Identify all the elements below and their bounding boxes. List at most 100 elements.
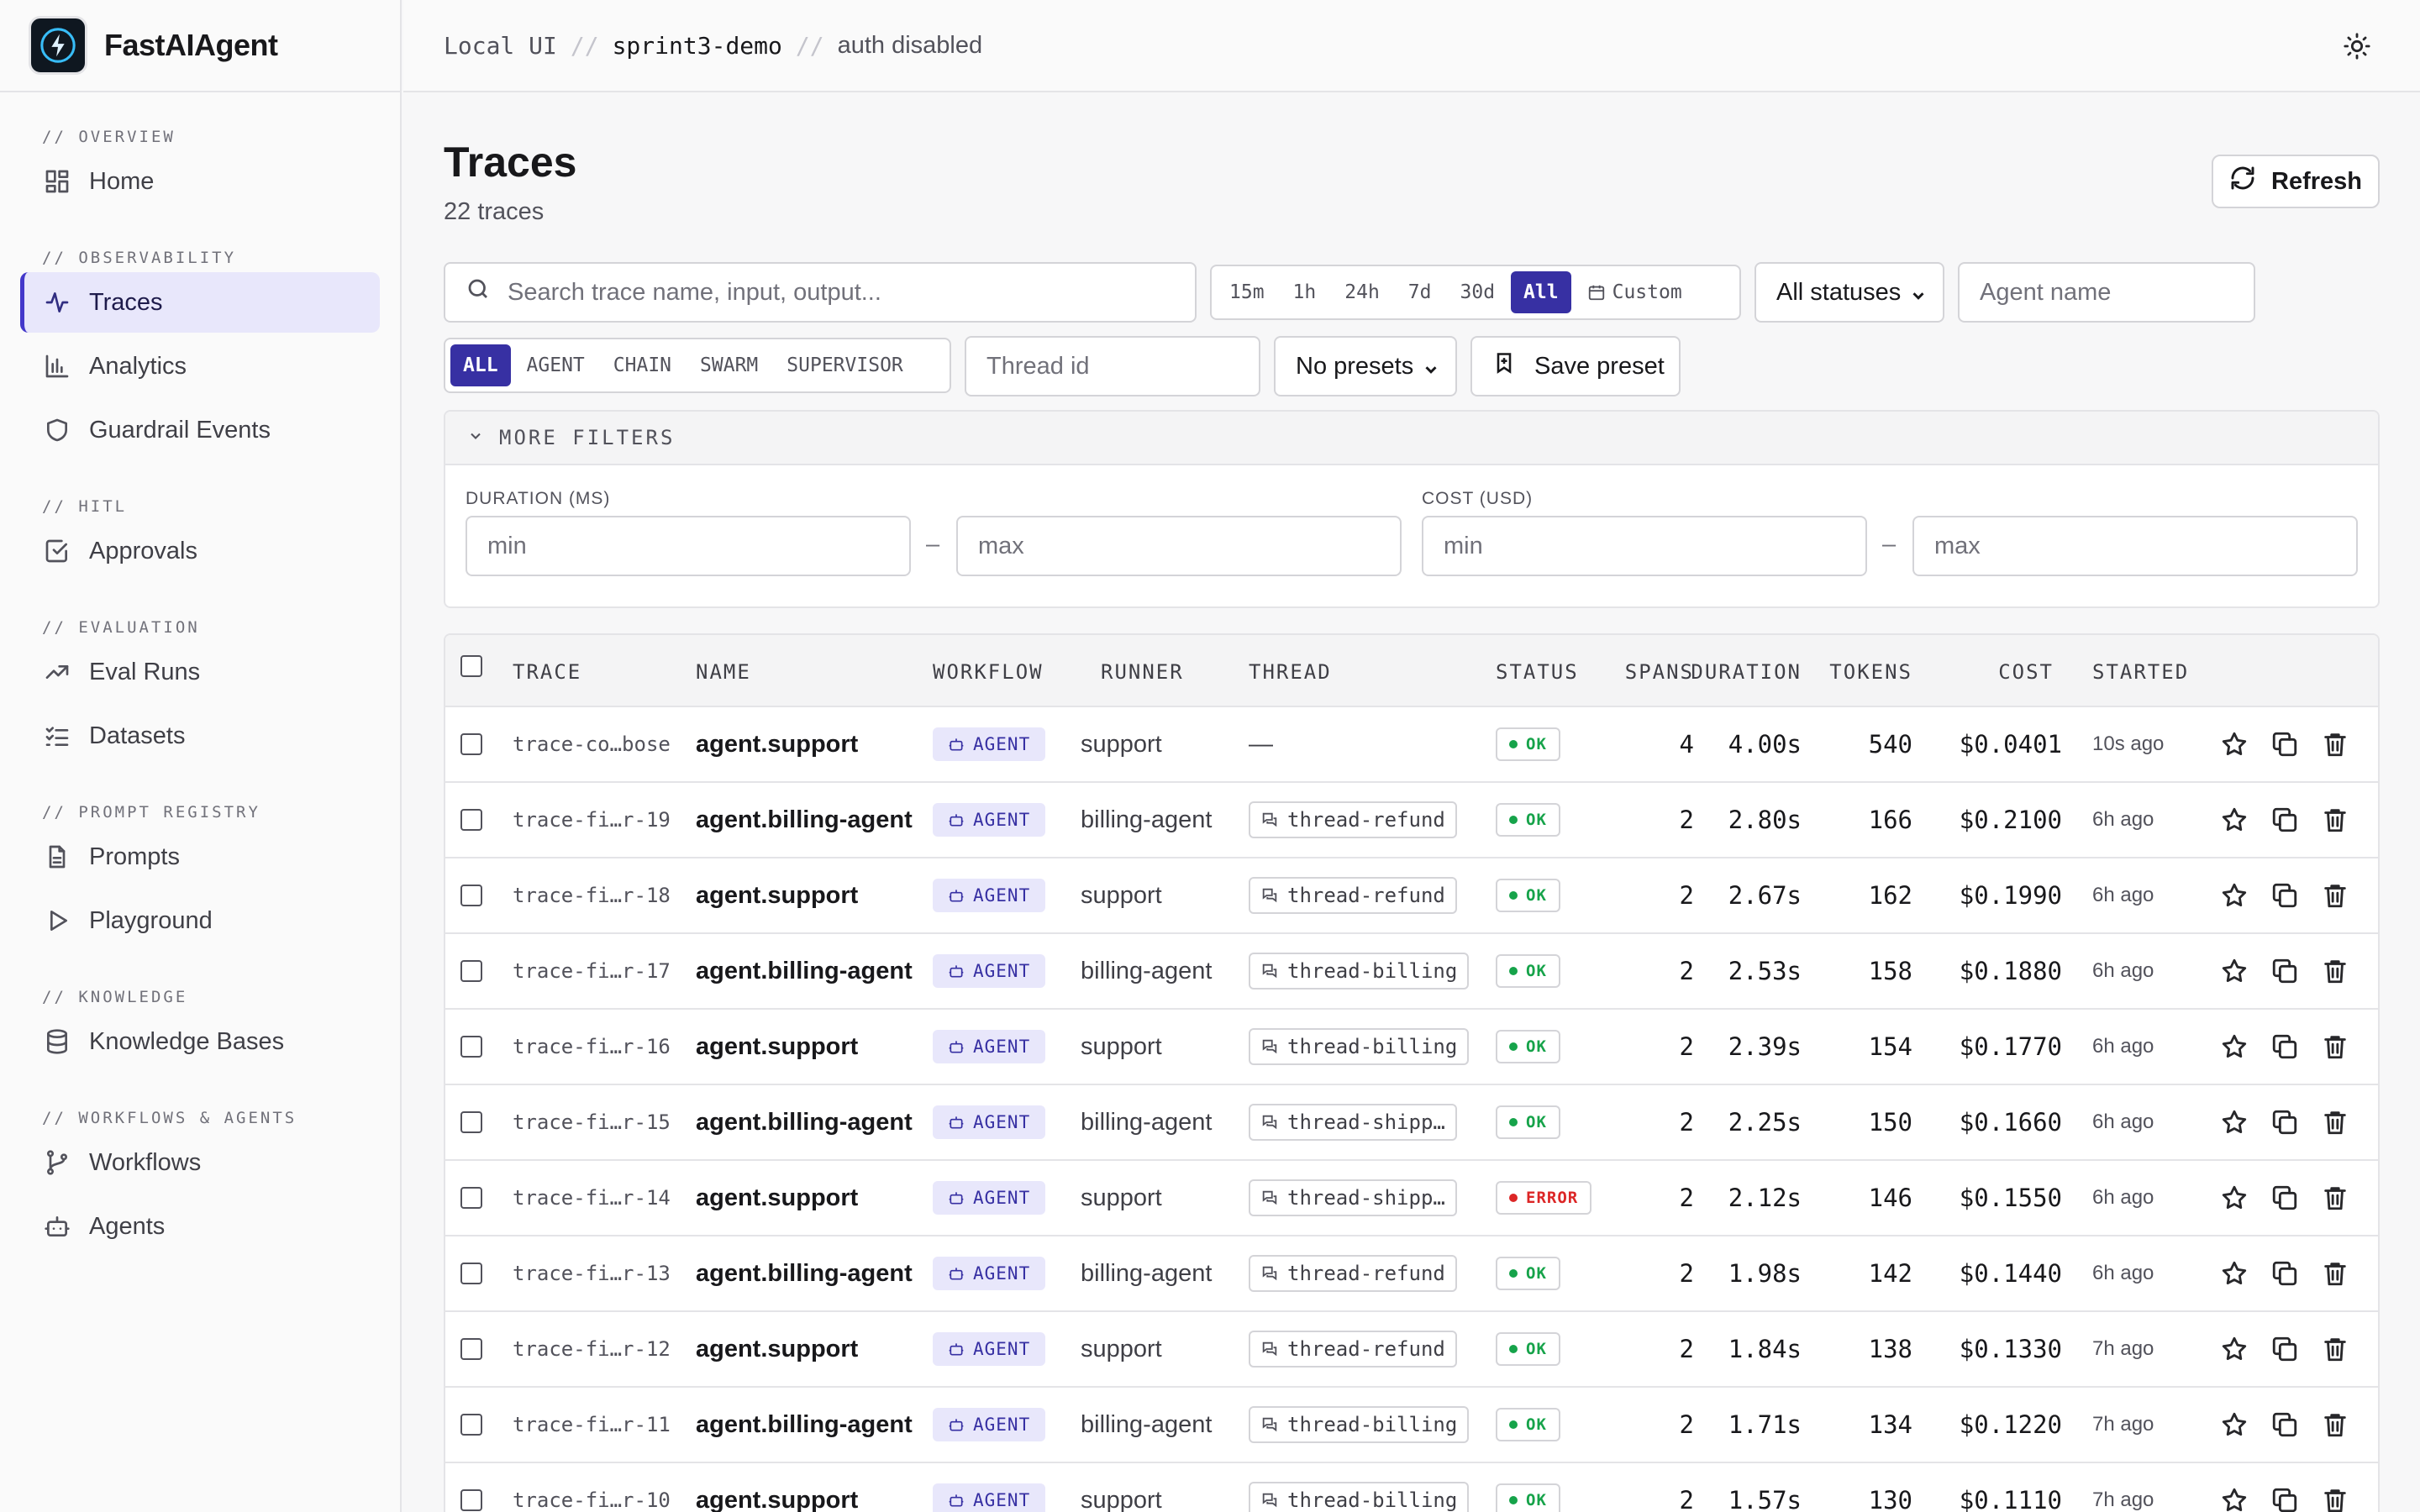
search-input[interactable]: Search trace name, input, output...	[444, 262, 1197, 323]
select-all-checkbox[interactable]	[460, 655, 482, 677]
copy-icon[interactable]	[2270, 783, 2299, 857]
row-checkbox[interactable]	[460, 733, 482, 755]
star-icon[interactable]	[2220, 934, 2249, 1008]
star-icon[interactable]	[2220, 858, 2249, 932]
time-range-all[interactable]: All	[1511, 271, 1571, 313]
trash-icon[interactable]	[2321, 934, 2349, 1008]
trace-name[interactable]: agent.support	[696, 1184, 859, 1211]
thread-chip[interactable]: thread-refund	[1249, 1255, 1457, 1292]
table-row[interactable]: trace-co…bose agent.support AGENT support — O…	[445, 707, 2378, 783]
breadcrumb-project[interactable]: sprint3-demo	[612, 31, 782, 60]
column-header-runner[interactable]: RUNNER	[1101, 660, 1184, 684]
table-row[interactable]: trace-fi…r-19 agent.billing-agent AGENT bil…	[445, 783, 2378, 858]
presets-select[interactable]: No presets	[1274, 336, 1457, 396]
table-row[interactable]: trace-fi…r-17 agent.billing-agent AGENT bil…	[445, 934, 2378, 1010]
trash-icon[interactable]	[2321, 1236, 2349, 1310]
trace-id[interactable]: trace-fi…r-11	[513, 1413, 671, 1436]
row-checkbox[interactable]	[460, 885, 482, 906]
table-row[interactable]: trace-fi…r-10 agent.support AGENT support th…	[445, 1463, 2378, 1512]
trace-name[interactable]: agent.billing-agent	[696, 1410, 913, 1438]
copy-icon[interactable]	[2270, 1010, 2299, 1084]
column-header-status[interactable]: STATUS	[1496, 660, 1579, 684]
table-row[interactable]: trace-fi…r-12 agent.support AGENT support th…	[445, 1312, 2378, 1388]
column-header-duration[interactable]: DURATION	[1691, 660, 1802, 684]
star-icon[interactable]	[2220, 1463, 2249, 1512]
trace-name[interactable]: agent.support	[696, 1486, 859, 1512]
sidebar-item-workflows[interactable]: Workflows	[20, 1132, 380, 1193]
thread-chip[interactable]: thread-billing	[1249, 1406, 1470, 1443]
trash-icon[interactable]	[2321, 707, 2349, 781]
agent-name-input[interactable]: Agent name	[1958, 262, 2255, 323]
trace-id[interactable]: trace-fi…r-10	[513, 1488, 671, 1512]
row-checkbox[interactable]	[460, 1263, 482, 1284]
trace-id[interactable]: trace-fi…r-17	[513, 959, 671, 983]
sidebar-item-eval-runs[interactable]: Eval Runs	[20, 642, 380, 702]
kind-filter-supervisor[interactable]: SUPERVISOR	[786, 354, 903, 376]
column-header-spans[interactable]: SPANS	[1624, 660, 1694, 684]
status-select[interactable]: All statuses	[1754, 262, 1944, 323]
sidebar-item-prompts[interactable]: Prompts	[20, 827, 380, 887]
time-range-1h[interactable]: 1h	[1292, 281, 1317, 303]
thread-chip[interactable]: thread-shipp…	[1249, 1179, 1457, 1216]
sun-icon[interactable]	[2343, 32, 2371, 60]
trace-id[interactable]: trace-fi…r-15	[513, 1110, 671, 1134]
trace-name[interactable]: agent.support	[696, 1335, 859, 1362]
trace-id[interactable]: trace-fi…r-14	[513, 1186, 671, 1210]
duration-min-input[interactable]: min	[466, 516, 911, 576]
kind-filter-chain[interactable]: CHAIN	[613, 354, 672, 376]
row-checkbox[interactable]	[460, 809, 482, 831]
trace-name[interactable]: agent.support	[696, 730, 859, 758]
kind-filter-swarm[interactable]: SWARM	[700, 354, 759, 376]
trash-icon[interactable]	[2321, 1388, 2349, 1462]
column-header-cost[interactable]: COST	[1998, 660, 2054, 684]
sidebar-item-approvals[interactable]: Approvals	[20, 521, 380, 581]
time-range-30d[interactable]: 30d	[1460, 281, 1496, 303]
sidebar-item-agents[interactable]: Agents	[20, 1196, 380, 1257]
sidebar-item-datasets[interactable]: Datasets	[20, 706, 380, 766]
trash-icon[interactable]	[2321, 1010, 2349, 1084]
cost-max-input[interactable]: max	[1912, 516, 2358, 576]
column-header-started[interactable]: STARTED	[2092, 660, 2190, 684]
copy-icon[interactable]	[2270, 1236, 2299, 1310]
trash-icon[interactable]	[2321, 1312, 2349, 1386]
kind-filter-all[interactable]: ALL	[450, 344, 511, 386]
row-checkbox[interactable]	[460, 1489, 482, 1511]
trace-id[interactable]: trace-co…bose	[513, 732, 671, 756]
row-checkbox[interactable]	[460, 1111, 482, 1133]
thread-id-input[interactable]: Thread id	[965, 336, 1260, 396]
star-icon[interactable]	[2220, 1388, 2249, 1462]
table-row[interactable]: trace-fi…r-16 agent.support AGENT support th…	[445, 1010, 2378, 1085]
row-checkbox[interactable]	[460, 960, 482, 982]
trash-icon[interactable]	[2321, 858, 2349, 932]
copy-icon[interactable]	[2270, 1312, 2299, 1386]
time-range-24h[interactable]: 24h	[1344, 281, 1380, 303]
copy-icon[interactable]	[2270, 1161, 2299, 1235]
row-checkbox[interactable]	[460, 1036, 482, 1058]
trace-id[interactable]: trace-fi…r-16	[513, 1035, 671, 1058]
trash-icon[interactable]	[2321, 1161, 2349, 1235]
table-row[interactable]: trace-fi…r-13 agent.billing-agent AGENT bil…	[445, 1236, 2378, 1312]
time-range-7d[interactable]: 7d	[1407, 281, 1432, 303]
trace-name[interactable]: agent.support	[696, 881, 859, 909]
trace-name[interactable]: agent.billing-agent	[696, 1259, 913, 1287]
sidebar-item-knowledge-bases[interactable]: Knowledge Bases	[20, 1011, 380, 1072]
trace-id[interactable]: trace-fi…r-13	[513, 1262, 671, 1285]
trash-icon[interactable]	[2321, 1085, 2349, 1159]
row-checkbox[interactable]	[460, 1338, 482, 1360]
trace-id[interactable]: trace-fi…r-12	[513, 1337, 671, 1361]
kind-filter-agent[interactable]: AGENT	[526, 354, 585, 376]
breadcrumb-local-ui[interactable]: Local UI	[444, 31, 557, 60]
table-row[interactable]: trace-fi…r-15 agent.billing-agent AGENT bil…	[445, 1085, 2378, 1161]
sidebar-item-traces[interactable]: Traces	[20, 272, 380, 333]
star-icon[interactable]	[2220, 1161, 2249, 1235]
sidebar-item-analytics[interactable]: Analytics	[20, 336, 380, 396]
trace-name[interactable]: agent.support	[696, 1032, 859, 1060]
star-icon[interactable]	[2220, 1085, 2249, 1159]
duration-max-input[interactable]: max	[956, 516, 1402, 576]
thread-chip[interactable]: thread-billing	[1249, 1028, 1470, 1065]
copy-icon[interactable]	[2270, 858, 2299, 932]
sidebar-item-playground[interactable]: Playground	[20, 890, 380, 951]
trash-icon[interactable]	[2321, 783, 2349, 857]
thread-chip[interactable]: thread-shipp…	[1249, 1104, 1457, 1141]
column-header-workflow[interactable]: WORKFLOW	[933, 660, 1044, 684]
